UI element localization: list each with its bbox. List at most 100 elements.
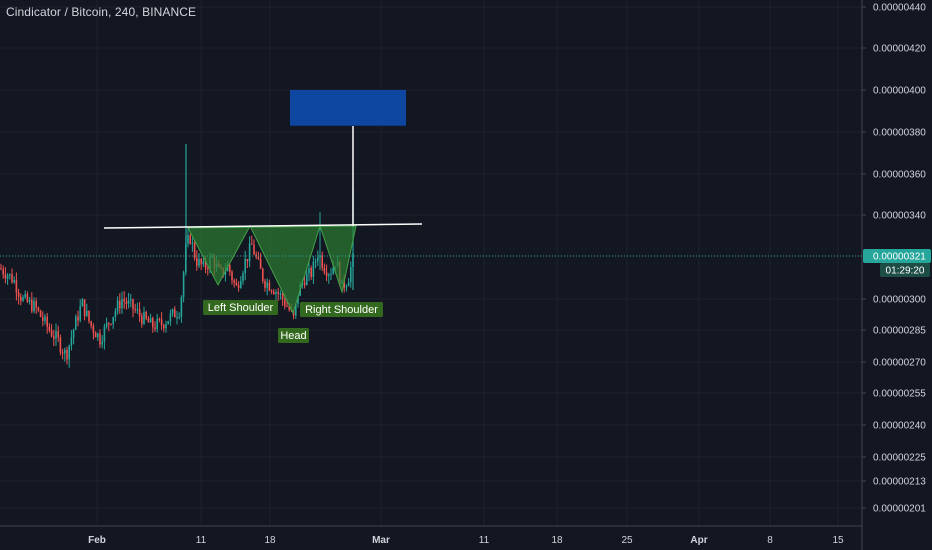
- candle: [105, 317, 108, 329]
- target-box[interactable]: [290, 90, 406, 126]
- x-tick-label: Mar: [372, 535, 390, 546]
- candle: [57, 325, 59, 343]
- candle: [147, 315, 150, 323]
- candle: [193, 239, 196, 261]
- candle: [26, 291, 29, 304]
- candle: [50, 324, 53, 338]
- candle: [75, 314, 77, 330]
- x-tick-label: 15: [832, 535, 844, 546]
- candle: [22, 294, 24, 303]
- candle: [207, 265, 209, 276]
- candle: [167, 320, 169, 325]
- candle: [42, 311, 44, 327]
- x-tick-label: 18: [264, 535, 276, 546]
- y-tick-label: 0.00000300: [873, 295, 926, 306]
- candle: [235, 278, 238, 286]
- candle: [92, 323, 95, 340]
- candle: [46, 312, 48, 334]
- candle: [189, 233, 191, 245]
- candle: [255, 251, 257, 260]
- candle: [281, 290, 284, 306]
- candle: [244, 250, 246, 281]
- candle: [248, 236, 251, 268]
- candle: [132, 298, 134, 318]
- left-shoulder-label[interactable]: Left Shoulder: [203, 300, 278, 315]
- candle: [55, 323, 57, 347]
- candle: [187, 228, 189, 248]
- candle: [72, 328, 75, 345]
- candle: [277, 287, 279, 301]
- x-tick-label: Apr: [690, 535, 707, 546]
- candle: [11, 268, 13, 284]
- x-tick-label: Feb: [88, 535, 106, 546]
- svg-text:Left Shoulder: Left Shoulder: [208, 302, 274, 314]
- candle: [321, 251, 323, 271]
- candle: [99, 329, 101, 348]
- y-tick-label: 0.00000270: [873, 358, 926, 369]
- candle: [163, 323, 165, 333]
- svg-text:0.00000321: 0.00000321: [873, 252, 926, 263]
- candle: [101, 335, 103, 349]
- candle: [303, 275, 306, 289]
- candle: [143, 306, 145, 326]
- candle: [182, 270, 185, 303]
- candle: [59, 334, 62, 356]
- candle: [138, 301, 141, 322]
- candle: [180, 295, 183, 323]
- candle: [270, 289, 273, 295]
- candle: [306, 267, 308, 286]
- candle: [0, 263, 2, 271]
- y-tick-label: 0.00000240: [873, 421, 926, 432]
- candle: [266, 278, 268, 296]
- pattern-fill: [187, 224, 357, 315]
- candle: [242, 270, 244, 285]
- candle: [310, 265, 312, 281]
- countdown-badge: 01:29:20: [880, 263, 930, 277]
- candle: [134, 303, 136, 314]
- candle: [110, 323, 112, 326]
- candle: [39, 309, 42, 318]
- candle: [314, 258, 317, 269]
- candle: [94, 331, 97, 338]
- candle: [174, 306, 176, 318]
- y-tick-label: 0.00000225: [873, 453, 926, 464]
- candle: [347, 278, 350, 287]
- head-and-shoulders-pattern: Left Shoulder Right Shoulder Head: [103, 90, 423, 343]
- candle: [127, 292, 130, 309]
- candle: [330, 268, 332, 280]
- right-shoulder-label[interactable]: Right Shoulder: [300, 302, 383, 317]
- candle: [13, 276, 15, 284]
- candle: [6, 273, 9, 285]
- head-label[interactable]: Head: [278, 328, 309, 343]
- candle: [112, 316, 114, 329]
- candle: [262, 267, 264, 284]
- candle: [176, 311, 178, 325]
- y-tick-label: 0.00000201: [873, 504, 926, 515]
- candle: [178, 312, 180, 320]
- candle: [279, 290, 282, 300]
- candle: [141, 312, 143, 328]
- y-tick-label: 0.00000380: [873, 128, 926, 139]
- candle: [17, 288, 20, 305]
- candle: [77, 310, 79, 327]
- x-tick-label: 11: [196, 535, 207, 546]
- candle: [83, 299, 86, 321]
- candle: [198, 253, 200, 269]
- y-tick-label: 0.00000440: [873, 3, 926, 14]
- time-axis[interactable]: Feb 11 18 Mar 11 18 25 Apr 8 15: [0, 525, 862, 546]
- candle: [28, 296, 31, 305]
- candle: [191, 237, 194, 252]
- candle: [20, 293, 22, 306]
- candle: [229, 263, 231, 276]
- svg-text:Right Shoulder: Right Shoulder: [305, 304, 378, 316]
- neckline[interactable]: [103, 223, 423, 229]
- candle: [44, 313, 46, 325]
- candle: [68, 344, 70, 368]
- y-tick-label: 0.00000400: [873, 86, 926, 97]
- candle: [88, 310, 90, 324]
- candle: [259, 252, 262, 269]
- candle: [130, 293, 132, 308]
- candle: [273, 288, 275, 295]
